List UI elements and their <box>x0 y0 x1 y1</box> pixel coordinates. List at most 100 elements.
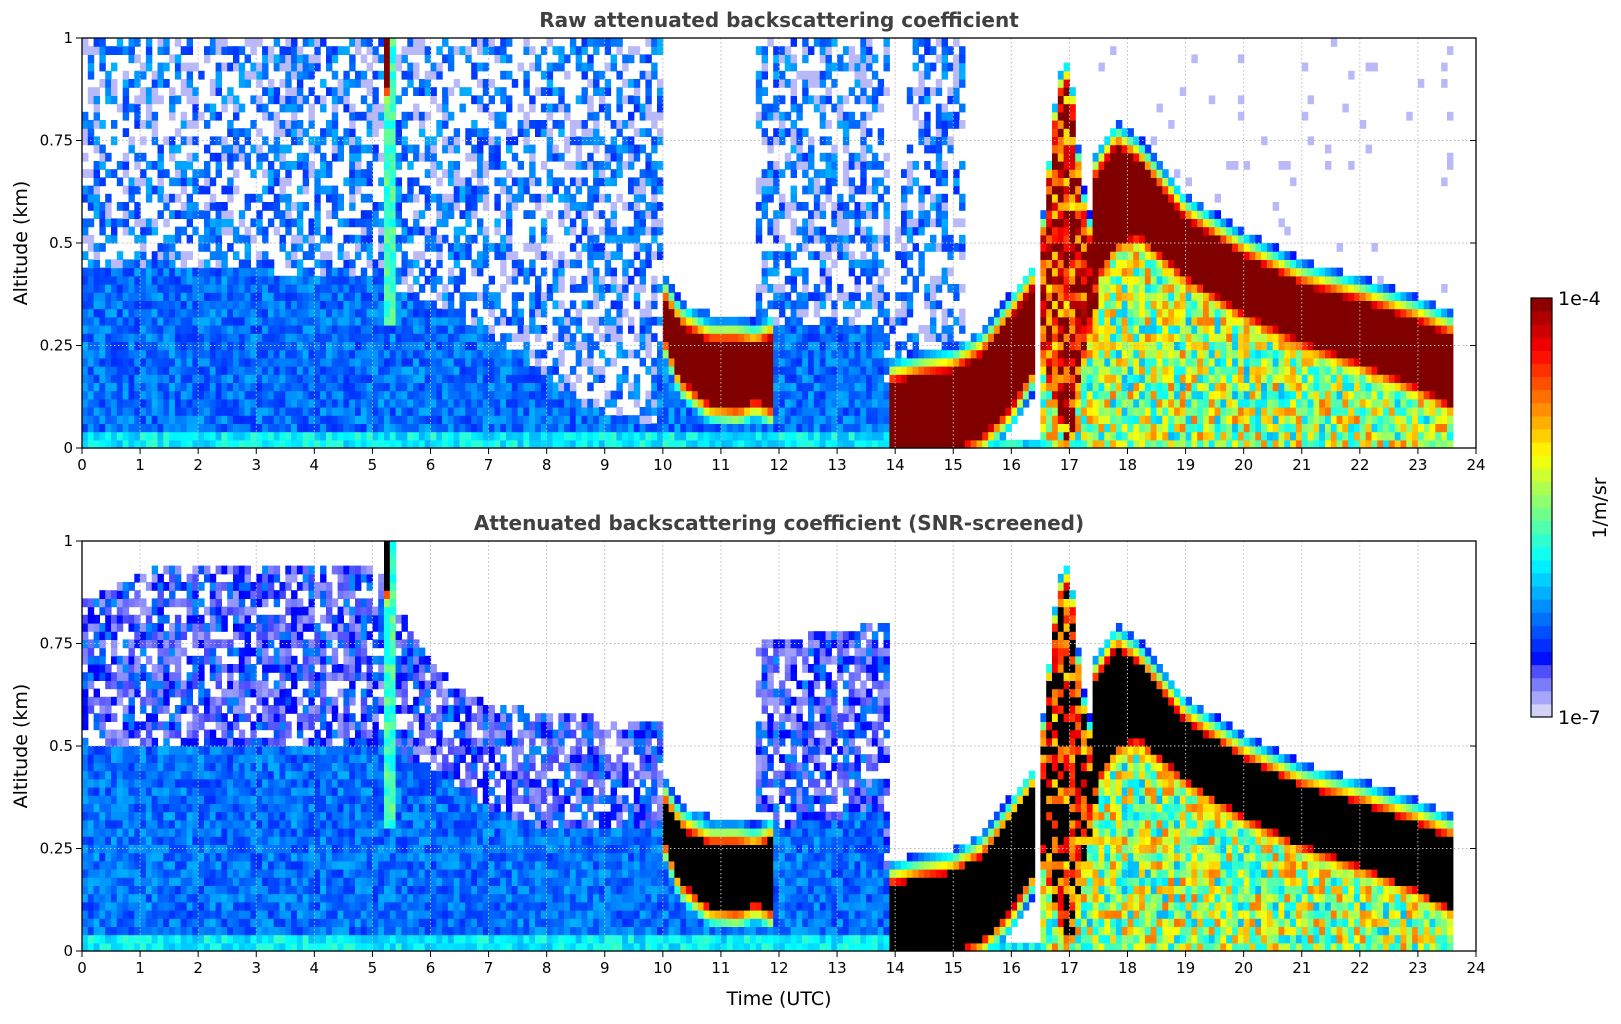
heatmap-cell <box>540 128 548 137</box>
heatmap-cell <box>959 407 966 416</box>
heatmap-cell <box>976 357 983 367</box>
heatmap-cell <box>854 292 861 301</box>
heatmap-cell <box>308 120 315 129</box>
heatmap-cell <box>198 431 205 441</box>
heatmap-cell <box>488 161 495 170</box>
heatmap-cell <box>901 341 908 351</box>
heatmap-cell <box>99 275 106 285</box>
heatmap-cell <box>610 120 617 129</box>
heatmap-cell <box>308 423 315 433</box>
heatmap-cell <box>198 390 205 400</box>
heatmap-cell <box>477 341 484 351</box>
heatmap-cell <box>244 325 251 334</box>
heatmap-cell <box>477 439 484 449</box>
heatmap-cell <box>540 218 548 228</box>
heatmap-cell <box>198 300 205 310</box>
heatmap-cell <box>930 144 937 154</box>
heatmap-cell <box>488 333 495 342</box>
heatmap-cell <box>326 390 333 400</box>
heatmap-cell <box>233 325 240 334</box>
heatmap-cell <box>134 341 141 351</box>
heatmap-cell <box>215 284 222 293</box>
heatmap-cell <box>546 62 554 72</box>
heatmap-cell <box>267 423 275 433</box>
heatmap-cell <box>819 300 827 310</box>
heatmap-cell <box>808 46 815 55</box>
heatmap-cell <box>430 316 437 326</box>
heatmap-cell <box>488 390 495 400</box>
heatmap-cell <box>703 431 710 441</box>
heatmap-cell <box>93 275 100 285</box>
heatmap-cell <box>668 357 675 367</box>
heatmap-cell <box>575 357 583 367</box>
heatmap-cell <box>180 185 188 195</box>
heatmap-cell <box>912 431 919 441</box>
heatmap-cell <box>122 275 130 285</box>
heatmap-cell <box>111 398 118 408</box>
heatmap-cell <box>819 349 827 359</box>
heatmap-cell <box>779 423 786 433</box>
heatmap-cell <box>947 325 954 334</box>
heatmap-cell <box>157 382 164 392</box>
heatmap-cell <box>87 46 95 55</box>
heatmap-cell <box>157 366 164 375</box>
heatmap-cell <box>99 300 106 310</box>
heatmap-cell <box>837 431 844 441</box>
heatmap-cell <box>871 423 879 433</box>
heatmap-cell <box>471 95 478 105</box>
heatmap-cell <box>111 439 118 449</box>
heatmap-cell <box>825 87 832 96</box>
heatmap-cell <box>442 300 449 310</box>
heatmap-cell <box>395 374 402 383</box>
heatmap-cell <box>366 366 373 375</box>
heatmap-cell <box>761 62 768 72</box>
heatmap-cell <box>204 407 211 416</box>
heatmap-cell <box>645 210 652 219</box>
heatmap-cell <box>389 87 397 96</box>
heatmap-cell <box>837 325 844 334</box>
heatmap-cell <box>819 210 827 219</box>
heatmap-cell <box>459 275 466 285</box>
heatmap-cell <box>738 431 745 441</box>
heatmap-cell <box>767 374 774 383</box>
heatmap-cell <box>384 95 391 105</box>
heatmap-cell <box>424 415 432 424</box>
heatmap-cell <box>854 333 861 342</box>
heatmap-cell <box>767 103 774 113</box>
heatmap-cell <box>912 161 919 170</box>
heatmap-cell <box>773 398 780 408</box>
heatmap-cell <box>134 38 141 47</box>
heatmap-cell <box>157 390 164 400</box>
heatmap-cell <box>296 87 304 96</box>
heatmap-cell <box>790 87 797 96</box>
heatmap-cell <box>459 325 466 334</box>
heatmap-cell <box>494 407 501 416</box>
heatmap-cell <box>930 136 937 146</box>
heatmap-cell <box>825 152 832 162</box>
heatmap-cell <box>877 431 885 441</box>
heatmap-cell <box>378 415 385 424</box>
heatmap-cell <box>970 366 978 375</box>
heatmap-cell <box>767 366 774 375</box>
heatmap-cell <box>157 177 164 187</box>
heatmap-cell <box>93 357 100 367</box>
heatmap-cell <box>616 38 623 47</box>
heatmap-cell <box>227 316 234 326</box>
heatmap-cell <box>575 398 583 408</box>
heatmap-cell <box>285 341 292 351</box>
heatmap-cell <box>651 407 658 416</box>
heatmap-cell <box>523 243 530 252</box>
heatmap-cell <box>157 275 164 285</box>
heatmap-cell <box>145 415 153 424</box>
heatmap-cell <box>337 407 344 416</box>
heatmap-cell <box>616 407 623 416</box>
heatmap-cell <box>488 136 495 146</box>
heatmap-cell <box>244 423 251 433</box>
heatmap-cell <box>314 357 321 367</box>
heatmap-cell <box>831 439 838 449</box>
heatmap-cell <box>750 431 757 441</box>
heatmap-cell <box>854 284 861 293</box>
heatmap-cell <box>140 415 147 424</box>
heatmap-cell <box>947 423 954 433</box>
heatmap-cell <box>796 333 803 342</box>
